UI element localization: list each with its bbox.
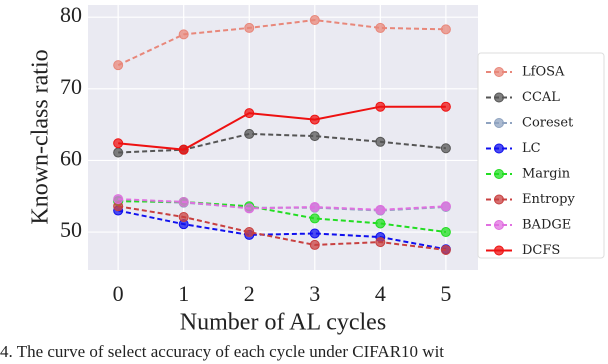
legend-marker (494, 143, 504, 154)
legend-marker (494, 67, 504, 77)
data-point (440, 244, 451, 255)
data-point (309, 131, 320, 142)
data-point (375, 218, 386, 229)
legend-label: Margin (522, 167, 571, 182)
series-line (118, 200, 447, 234)
legend-label: DCFS (522, 243, 560, 258)
data-point (440, 24, 451, 35)
x-tick-label: 1 (178, 281, 189, 306)
data-point (375, 101, 386, 112)
x-tick-label: 5 (440, 281, 451, 306)
legend-marker (494, 194, 504, 205)
legend-label: LfOSA (522, 65, 565, 80)
series-line (118, 132, 446, 154)
data-point (178, 144, 189, 155)
legend-label: Coreset (522, 116, 574, 131)
plot-background (88, 5, 478, 270)
data-point (440, 227, 451, 238)
legend-box (477, 52, 605, 259)
legend-marker (494, 118, 504, 128)
y-tick-label: 70 (60, 74, 82, 99)
data-point (309, 228, 320, 239)
legend-label: LC (522, 141, 541, 156)
data-point (113, 138, 124, 149)
data-point (440, 101, 451, 112)
data-point (244, 128, 255, 139)
data-point (178, 29, 189, 40)
data-point (178, 212, 189, 222)
series-line (117, 19, 446, 67)
legend-marker (494, 169, 504, 179)
data-point (440, 143, 451, 154)
series-line (118, 198, 446, 211)
data-point (375, 237, 386, 248)
data-point (113, 60, 124, 71)
data-point (375, 22, 386, 33)
x-tick-label: 2 (244, 281, 255, 306)
data-point (309, 239, 320, 250)
legend-marker (494, 245, 504, 256)
legend-label: BADGE (522, 218, 571, 233)
data-point (309, 15, 320, 26)
y-axis-label: Known-class ratio (28, 49, 54, 224)
data-point (440, 201, 451, 212)
data-point (244, 108, 255, 119)
legend-marker (494, 92, 504, 103)
data-point (375, 204, 386, 215)
series-line (118, 105, 446, 151)
y-tick-label: 80 (60, 2, 82, 27)
x-tick-label: 4 (375, 281, 386, 306)
x-tick-label: 3 (309, 281, 320, 306)
x-axis-label: Number of AL cycles (180, 310, 386, 336)
data-point (309, 201, 320, 212)
data-point (244, 203, 255, 214)
series-line (117, 209, 447, 251)
y-tick-label: 50 (60, 217, 82, 242)
data-point (375, 136, 386, 147)
legend-label: CCAL (522, 90, 560, 105)
data-point (244, 22, 255, 33)
data-point (309, 114, 320, 125)
y-tick-label: 60 (60, 145, 82, 170)
data-point (113, 194, 124, 205)
data-point (178, 196, 189, 207)
x-tick-label: 0 (113, 281, 124, 306)
data-point (244, 227, 255, 238)
legend-label: Entropy (522, 192, 575, 207)
data-point (113, 147, 124, 158)
caption: 4. The curve of select accuracy of each … (0, 342, 444, 361)
data-point (309, 213, 320, 224)
legend-marker (494, 220, 504, 230)
